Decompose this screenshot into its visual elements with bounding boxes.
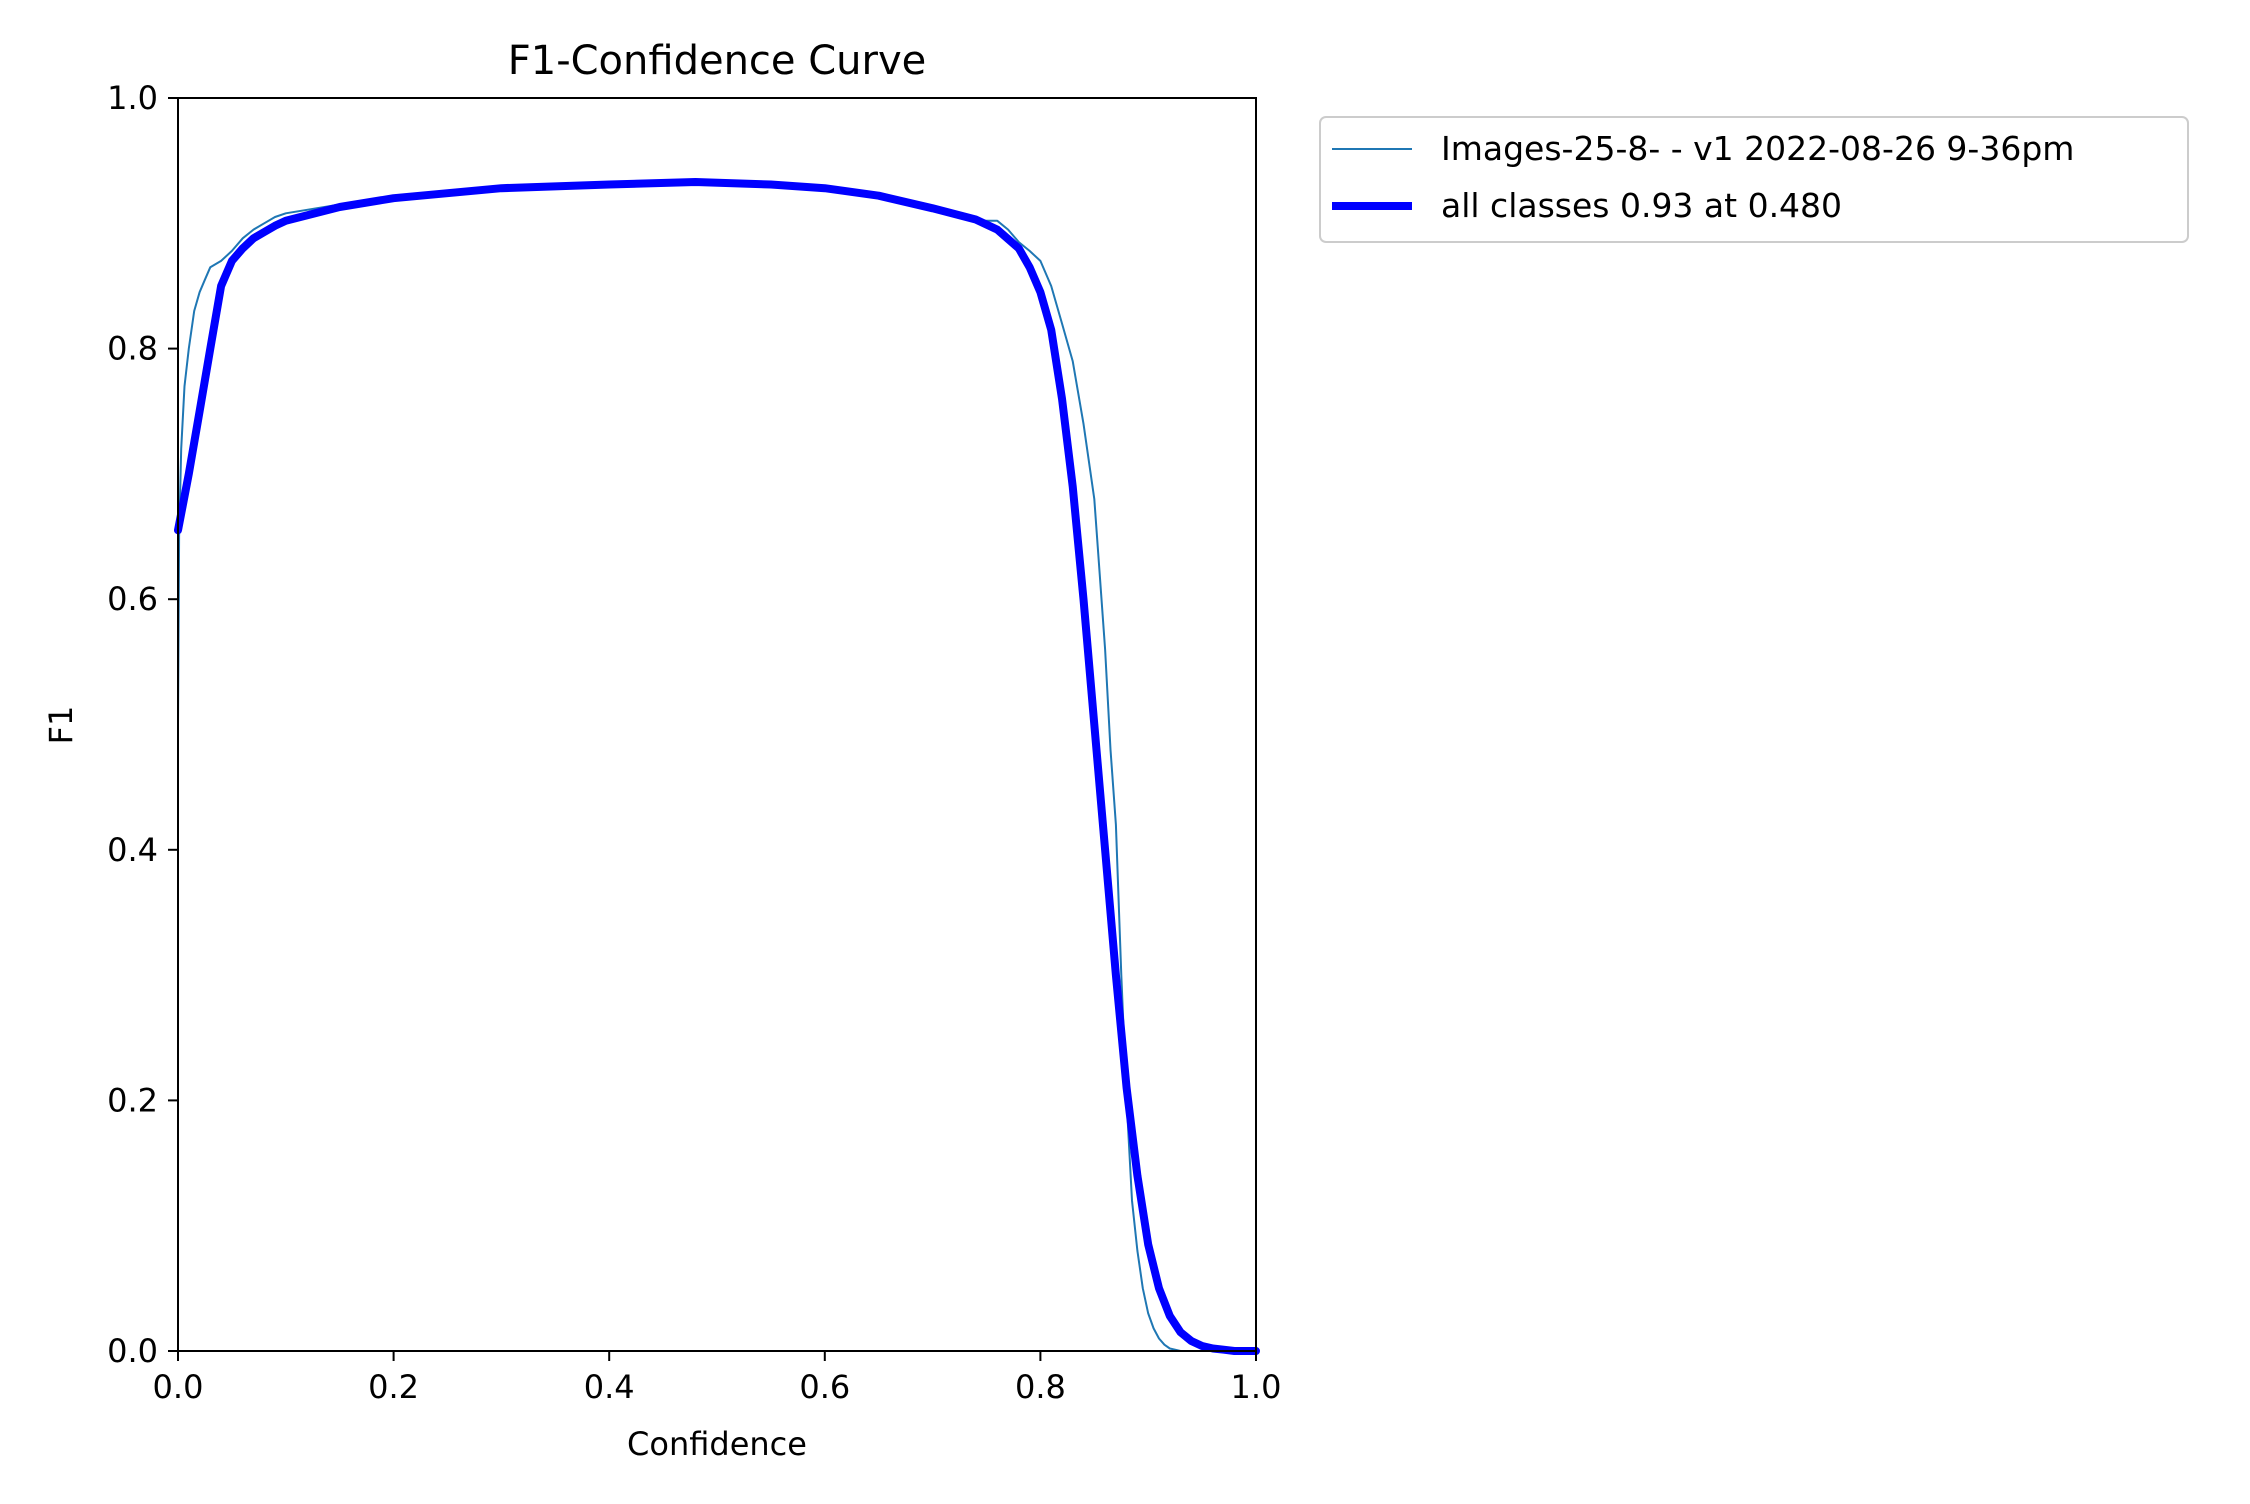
ticks-layer: 0.0 0.2 0.4 0.6 0.8 1.0 0.0 0.2 0.4 0.6 0.8 1.0 (107, 79, 1281, 1406)
y-axis-label: F1 (42, 706, 80, 745)
plot-area (178, 98, 1256, 1351)
y-tick-label: 0.2 (107, 1081, 158, 1119)
series-layer (174, 178, 1260, 1355)
x-tick-label: 1.0 (1231, 1368, 1282, 1406)
y-tick-label: 0.0 (107, 1332, 158, 1370)
y-tick-label: 0.4 (107, 831, 158, 869)
y-tick-label: 1.0 (107, 79, 158, 117)
x-tick-label: 0.4 (584, 1368, 635, 1406)
x-tick-label: 0.8 (1015, 1368, 1066, 1406)
x-tick-label: 0.0 (153, 1368, 204, 1406)
legend-label-images: Images-25-8- - v1 2022-08-26 9-36pm (1441, 129, 2074, 168)
y-tick-label: 0.8 (107, 330, 158, 368)
legend-box (1319, 116, 2189, 243)
chart-title: F1-Confidence Curve (508, 38, 927, 84)
series-line-1 (174, 178, 1260, 1355)
series-line-0 (177, 181, 1257, 1352)
plot-frame (177, 97, 1257, 1352)
x-tick-label: 0.2 (368, 1368, 419, 1406)
legend-label-all-classes: all classes 0.93 at 0.480 (1441, 186, 1842, 225)
legend: Images-25-8- - v1 2022-08-26 9-36pm all … (1319, 116, 2189, 243)
y-tick-label: 0.6 (107, 580, 158, 618)
x-axis-label: Confidence (627, 1425, 807, 1463)
x-tick-label: 0.6 (799, 1368, 850, 1406)
